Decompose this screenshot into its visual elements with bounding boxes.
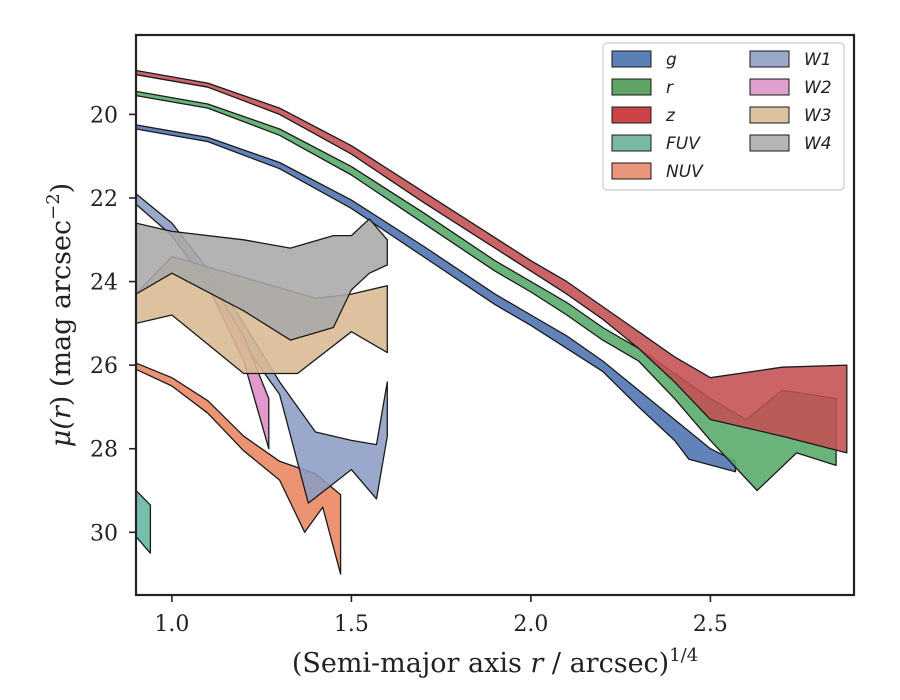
y-tick-label: 30 xyxy=(90,521,118,546)
y-tick-label: 24 xyxy=(90,271,118,296)
band-z xyxy=(136,69,848,454)
legend-label-w2: W2 xyxy=(804,78,832,98)
legend-label-w1: W1 xyxy=(804,50,832,70)
legend-label-r: r xyxy=(666,78,674,98)
band-r xyxy=(136,90,837,492)
legend-swatch-nuv xyxy=(611,162,652,180)
x-tick-label: 1.5 xyxy=(334,612,369,637)
legend-swatch-g xyxy=(611,50,652,68)
y-tick-label: 22 xyxy=(90,187,118,212)
legend-label-w4: W4 xyxy=(804,134,832,154)
legend-label-w3: W3 xyxy=(804,106,832,126)
legend-label-nuv: NUV xyxy=(666,162,704,182)
band-g xyxy=(136,124,737,473)
band-w4 xyxy=(136,218,388,341)
x-tick-label: 1.0 xyxy=(154,612,189,637)
legend: grz FUV NUV W1 W2 W3 W4 xyxy=(602,42,845,191)
legend-label-z: z xyxy=(665,106,676,126)
y-tick-label: 26 xyxy=(90,354,118,379)
y-axis: 20 22 24 26 28 30 xyxy=(90,103,136,546)
x-tick-label: 2.5 xyxy=(693,612,728,637)
legend-swatch-fuv xyxy=(611,134,652,152)
plot-frame xyxy=(134,33,856,597)
legend-swatch-r xyxy=(611,78,652,96)
x-axis-label: (Semi-major axis r / arcsec)1/4 xyxy=(292,645,698,679)
y-axis-label: μ(r) (mag arcsec−2) xyxy=(43,183,77,447)
legend-swatch-w1 xyxy=(749,50,790,68)
y-tick-label: 28 xyxy=(90,438,118,463)
band-fuv xyxy=(136,489,152,554)
legend-label-fuv: FUV xyxy=(666,134,701,154)
x-axis: 1.0 1.5 2.0 2.5 xyxy=(154,595,728,637)
x-tick-label: 2.0 xyxy=(513,612,548,637)
legend-swatch-w3 xyxy=(749,106,790,124)
legend-swatch-z xyxy=(611,106,652,124)
legend-swatch-w2 xyxy=(749,78,790,96)
profile-bands xyxy=(136,69,848,575)
legend-label-g: g xyxy=(666,50,677,70)
legend-swatch-w4 xyxy=(749,134,790,152)
y-tick-label: 20 xyxy=(90,103,118,128)
